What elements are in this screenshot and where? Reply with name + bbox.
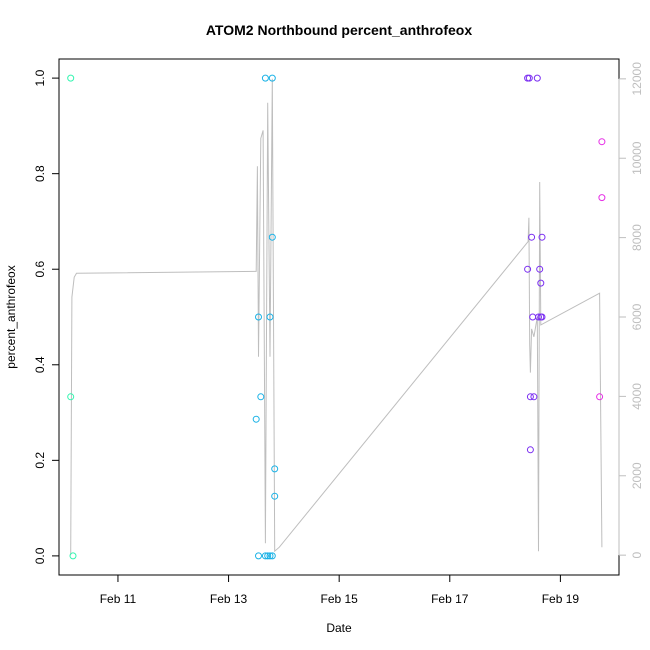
y-axis-left: 0.0 0.2 0.4 0.6 0.8 1.0 [33,69,60,564]
data-point-2-3 [526,393,534,401]
y-tick-label-2: 0.4 [33,356,47,373]
data-point-1-8 [266,313,274,321]
x-tick-label-4: Feb 19 [542,592,580,606]
x-tick-label-3: Feb 17 [431,592,469,606]
data-point-0-2 [69,552,77,560]
data-point-1-6 [264,552,272,560]
grey-line-layer [70,78,603,556]
data-point-2-9 [535,313,542,321]
y-tick-label-1: 0.2 [33,452,47,469]
x-axis: Feb 11 Feb 13 Feb 15 Feb 17 Feb 19 [100,574,580,606]
data-point-2-8 [533,74,541,82]
data-point-2-7 [530,393,538,401]
data-point-2-14 [538,313,546,321]
data-point-1-4 [261,74,269,82]
chart-title: ATOM2 Northbound percent_anthrofeox [206,22,472,38]
data-point-1-0 [252,415,260,423]
data-point-1-11 [268,552,276,560]
data-point-2-1 [524,265,532,273]
data-point-2-2 [525,74,533,82]
data-point-1-10 [268,233,276,241]
x-tick-label-1: Feb 13 [210,592,248,606]
x-axis-label: Date [326,621,352,635]
data-point-2-5 [528,233,536,241]
y-tick-label-0: 0.0 [33,547,47,564]
data-point-0-0 [67,74,75,82]
data-point-1-13 [271,492,279,500]
data-point-1-5 [261,552,269,560]
y-tick-label-4: 0.8 [33,165,47,182]
data-point-2-11 [537,279,545,287]
right-axis-series-line [70,78,603,556]
data-point-3-1 [598,138,606,146]
points-layer [67,74,606,560]
data-point-0-1 [67,393,75,401]
data-point-2-4 [526,446,534,454]
y-right-tick-label-5: 10000 [630,141,644,175]
data-point-1-2 [255,552,262,560]
y-right-tick-label-1: 2000 [630,462,644,489]
y-right-tick-label-4: 8000 [630,224,644,251]
x-tick-label-0: Feb 11 [100,592,137,606]
y-right-tick-label-2: 4000 [630,383,644,410]
data-point-1-12 [271,465,279,473]
y-right-tick-label-6: 12000 [630,62,644,96]
y-tick-label-3: 0.6 [33,261,47,278]
y-axis-label: percent_anthrofeox [4,265,18,368]
y-tick-label-5: 1.0 [33,69,47,86]
data-point-1-3 [257,393,265,401]
data-point-1-1 [255,313,262,321]
data-point-3-2 [598,194,606,202]
y-right-tick-label-3: 6000 [630,303,644,330]
data-point-1-7 [266,552,274,560]
y-axis-right: 0 2000 4000 6000 8000 10000 12000 [618,62,644,559]
data-point-2-10 [536,265,544,273]
y-right-tick-label-0: 0 [630,552,644,559]
x-tick-label-2: Feb 15 [320,592,358,606]
data-point-3-0 [596,393,604,401]
data-point-1-9 [268,74,276,82]
data-point-2-13 [538,233,546,241]
